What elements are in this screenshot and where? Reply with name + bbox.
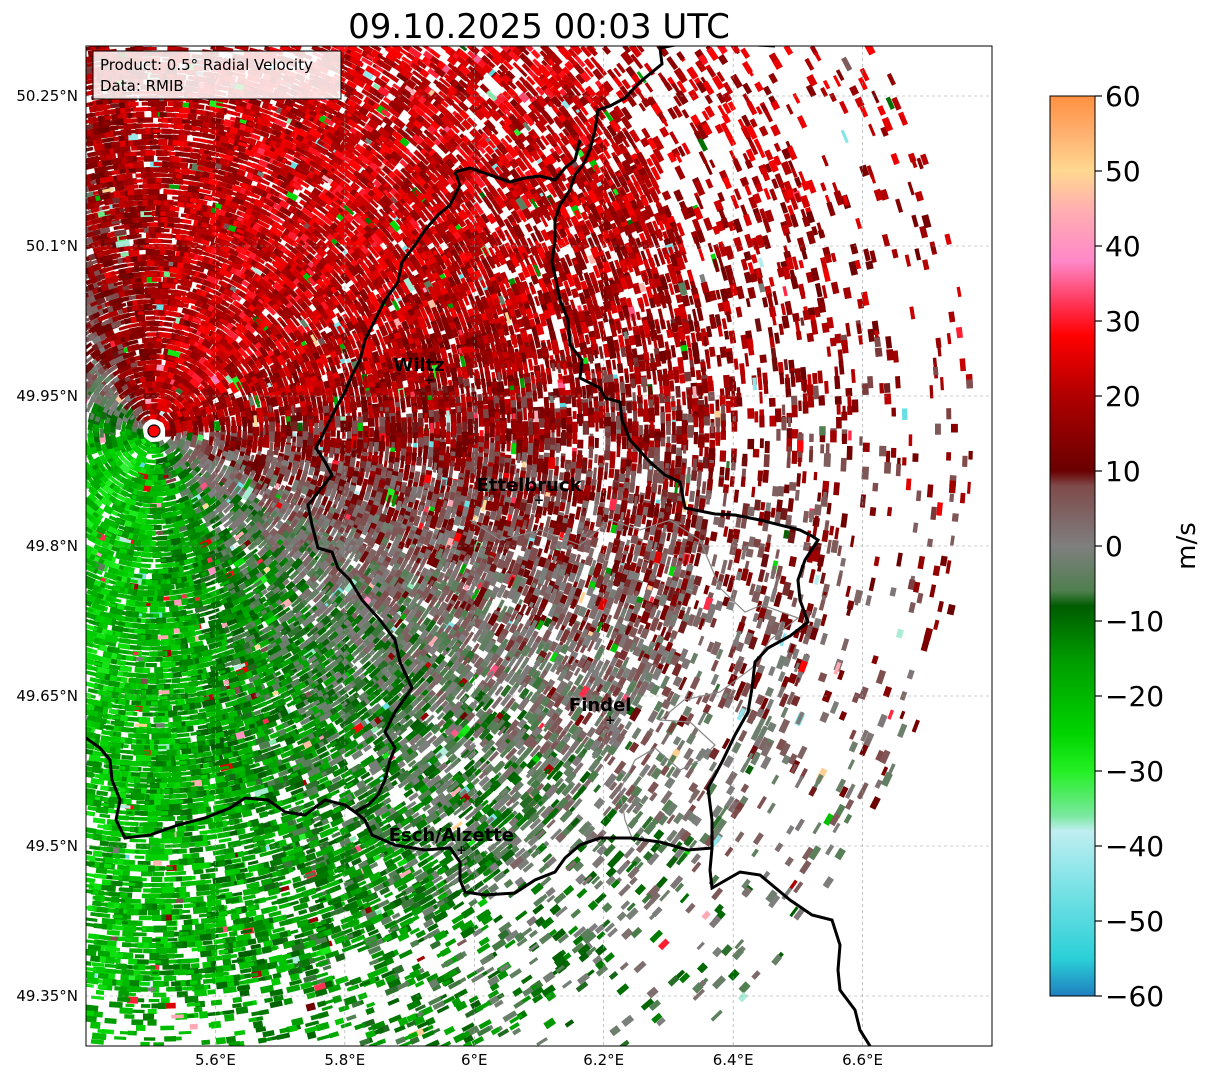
colorbar-tick-label: 0 — [1105, 530, 1123, 563]
info-box: Product: 0.5° Radial Velocity Data: RMIB — [93, 51, 341, 99]
colorbar: 60 50 40 30 20 10 0 −10 −20 −30 −40 −50 −60 m/s — [1050, 80, 1202, 1013]
colorbar-tick-label: 10 — [1105, 455, 1141, 488]
lon-tick-label: 6.4°E — [713, 1051, 754, 1069]
info-product-text: Product: 0.5° Radial Velocity — [100, 56, 313, 74]
colorbar-tick-label: −40 — [1105, 830, 1164, 863]
city-label: Wiltz — [393, 355, 444, 376]
lon-tick-label: 5.6°E — [195, 1051, 236, 1069]
radar-site-layer — [148, 425, 160, 437]
colorbar-ticks: 60 50 40 30 20 10 0 −10 −20 −30 −40 −50 −60 — [1095, 80, 1164, 1013]
lon-tick-label: 5.8°E — [324, 1051, 365, 1069]
city-label: Findel — [569, 695, 632, 716]
lat-tick-label: 49.5°N — [26, 837, 78, 855]
colorbar-tick-label: 30 — [1105, 305, 1141, 338]
colorbar-tick-label: −60 — [1105, 980, 1164, 1013]
lat-tick-label: 49.65°N — [16, 687, 78, 705]
colorbar-tick-label: −20 — [1105, 680, 1164, 713]
colorbar-label: m/s — [1172, 522, 1202, 570]
city-label: Ettelbruck — [476, 475, 582, 496]
radar-site-marker — [148, 425, 160, 437]
info-source-text: Data: RMIB — [100, 77, 184, 95]
colorbar-tick-label: 60 — [1105, 80, 1141, 113]
lon-tick-label: 6°E — [461, 1051, 488, 1069]
colorbar-tick-label: −30 — [1105, 755, 1164, 788]
lon-tick-label: 6.6°E — [842, 1051, 883, 1069]
lat-tick-label: 49.95°N — [16, 387, 78, 405]
lat-tick-label: 50.1°N — [26, 237, 78, 255]
lat-tick-label: 50.25°N — [16, 87, 78, 105]
colorbar-gradient — [1050, 96, 1095, 996]
colorbar-tick-label: −50 — [1105, 905, 1164, 938]
colorbar-tick-label: 20 — [1105, 380, 1141, 413]
lat-tick-label: 49.8°N — [26, 537, 78, 555]
lon-tick-label: 6.2°E — [583, 1051, 624, 1069]
city-label: Esch/Alzette — [389, 825, 514, 846]
colorbar-tick-label: 50 — [1105, 155, 1141, 188]
map-title: 09.10.2025 00:03 UTC — [348, 7, 730, 47]
colorbar-tick-label: −10 — [1105, 605, 1164, 638]
colorbar-tick-label: 40 — [1105, 230, 1141, 263]
lat-tick-label: 49.35°N — [16, 987, 78, 1005]
